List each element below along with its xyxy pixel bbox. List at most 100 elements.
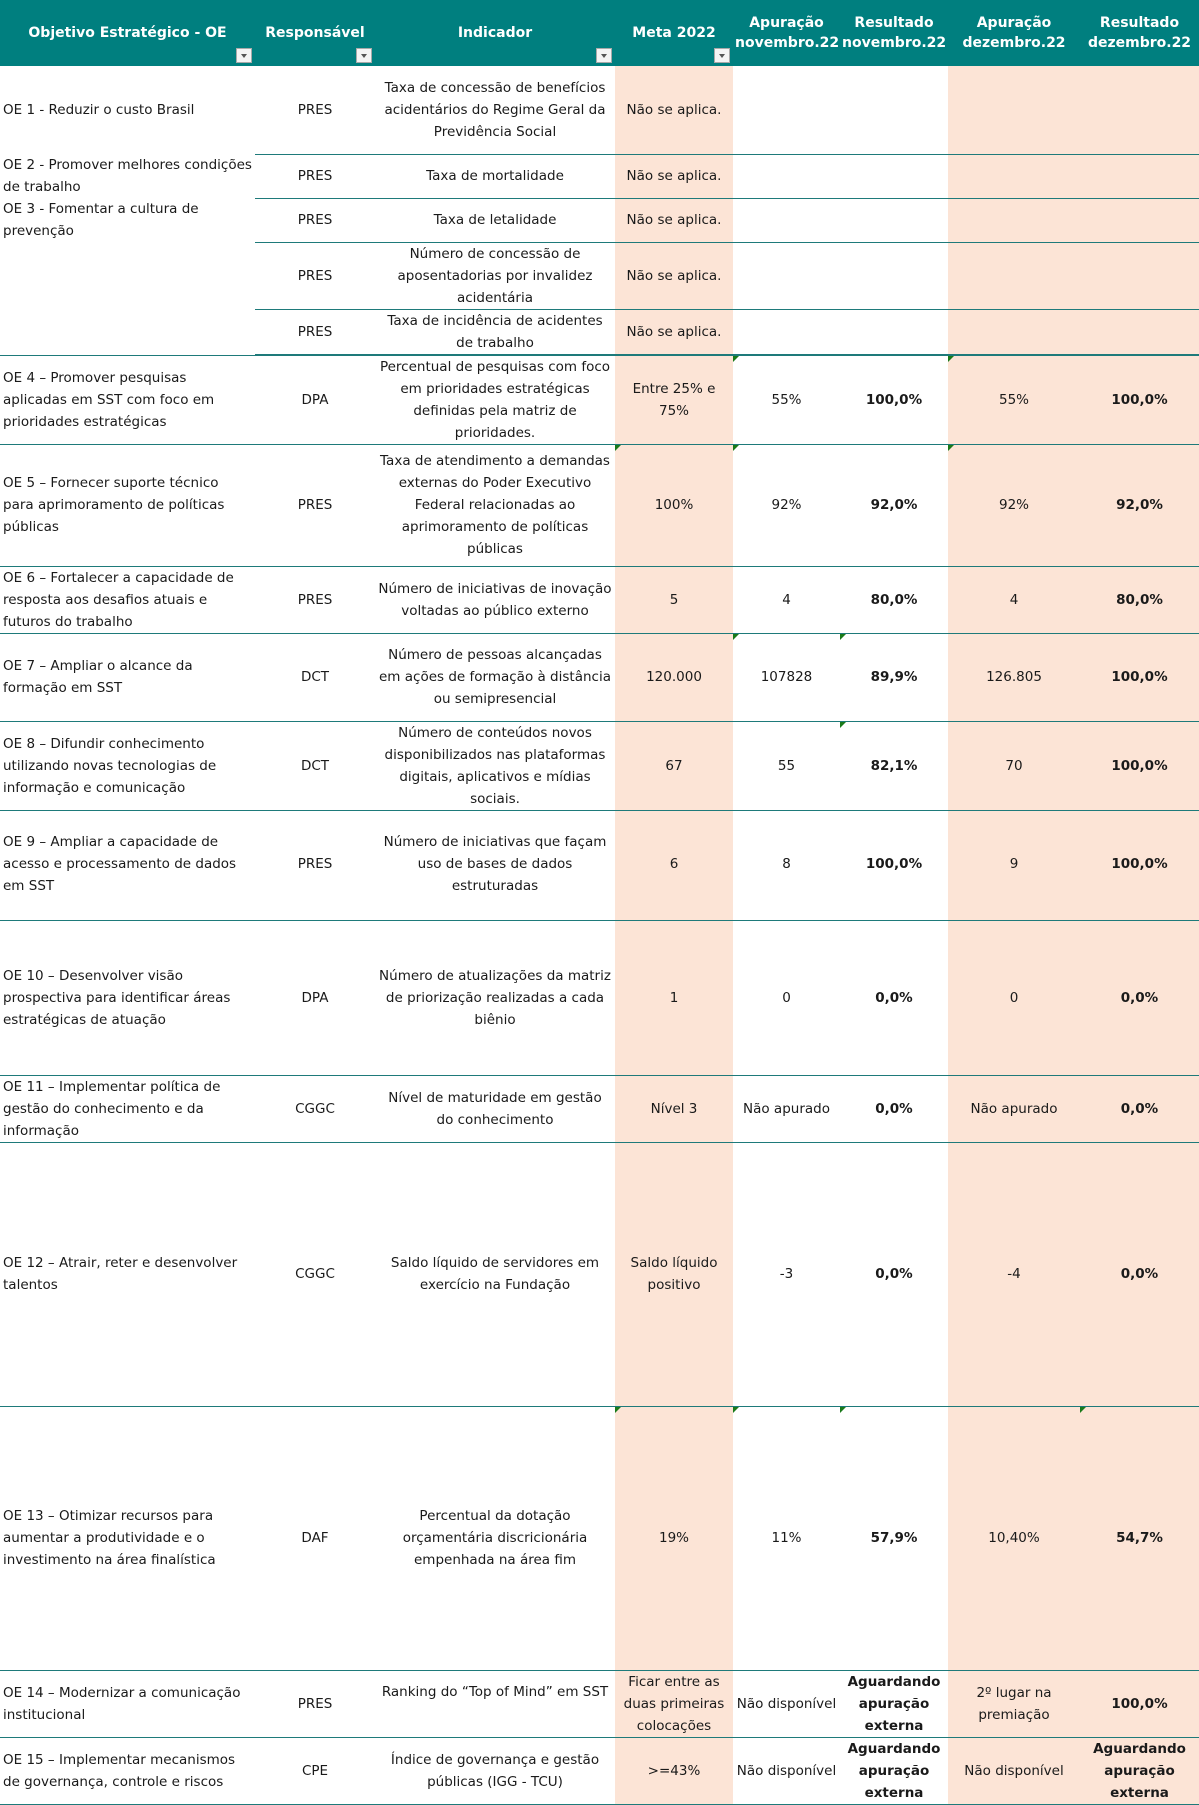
meta-cell: Ficar entre as duas primeiras colocações <box>615 1670 733 1738</box>
oe-cell: OE 8 – Difundir conhecimento utilizando … <box>0 721 255 811</box>
table-row: PRES Taxa de letalidade Não se aplica. <box>0 198 1199 243</box>
meta-cell: Não se aplica. <box>615 198 733 243</box>
resultado-dez-cell: 92,0% <box>1080 444 1199 567</box>
apuracao-nov-cell: -3 <box>733 1142 840 1407</box>
apuracao-nov-cell <box>733 242 840 310</box>
filter-dropdown-icon[interactable] <box>596 48 612 63</box>
resultado-dez-cell: 54,7% <box>1080 1406 1199 1671</box>
table-row: OE 12 – Atrair, reter e desenvolver tale… <box>0 1142 1199 1407</box>
oe-group-cell: OE 2 - Promover melhores condições de tr… <box>0 154 255 354</box>
resultado-dez-cell <box>1080 242 1199 310</box>
resultado-dez-cell: Aguardando apuração externa <box>1080 1737 1199 1805</box>
resultado-nov-cell <box>840 154 948 199</box>
indicador-cell: Percentual da dotação orçamentária discr… <box>375 1406 615 1671</box>
table-row: OE 7 – Ampliar o alcance da formação em … <box>0 633 1199 722</box>
oe-cell: OE 7 – Ampliar o alcance da formação em … <box>0 633 255 722</box>
indicador-cell: Taxa de incidência de acidentes de traba… <box>375 309 615 355</box>
filter-dropdown-icon[interactable] <box>714 48 730 63</box>
header-indicador: Indicador <box>375 0 615 66</box>
resultado-dez-cell: 100,0% <box>1080 633 1199 722</box>
apuracao-dez-cell: 0 <box>948 920 1080 1076</box>
apuracao-nov-cell: 0 <box>733 920 840 1076</box>
resultado-dez-cell: 100,0% <box>1080 810 1199 921</box>
apuracao-dez-cell: 92% <box>948 444 1080 567</box>
filter-dropdown-icon[interactable] <box>236 48 252 63</box>
apuracao-dez-cell: 9 <box>948 810 1080 921</box>
resultado-nov-cell: 0,0% <box>840 920 948 1076</box>
header-responsavel: Responsável <box>255 0 375 66</box>
apuracao-dez-cell <box>948 242 1080 310</box>
table-row: OE 2 - Promover melhores condições de tr… <box>0 154 1199 239</box>
oe-cell: OE 4 – Promover pesquisas aplicadas em S… <box>0 355 255 445</box>
apuracao-dez-cell: -4 <box>948 1142 1080 1407</box>
oe-2-text: OE 2 - Promover melhores condições de tr… <box>3 157 252 195</box>
resultado-nov-cell: Aguardando apuração externa <box>840 1670 948 1738</box>
table-row: OE 10 – Desenvolver visão prospectiva pa… <box>0 920 1199 1076</box>
meta-cell: Entre 25% e 75% <box>615 355 733 445</box>
responsavel-cell: DPA <box>255 355 375 445</box>
table-row: OE 9 – Ampliar a capacidade de acesso e … <box>0 810 1199 921</box>
apuracao-nov-cell <box>733 309 840 355</box>
responsavel-cell: PRES <box>255 309 375 355</box>
apuracao-dez-cell <box>948 198 1080 243</box>
resultado-dez-cell: 80,0% <box>1080 566 1199 634</box>
indicador-cell: Taxa de letalidade <box>375 198 615 243</box>
table-row: OE 8 – Difundir conhecimento utilizando … <box>0 721 1199 811</box>
header-apuracao-dez: Apuração dezembro.22 <box>948 0 1080 66</box>
indicador-cell: Nível de maturidade em gestão do conheci… <box>375 1075 615 1143</box>
apuracao-nov-cell: 107828 <box>733 633 840 722</box>
indicador-cell: Ranking do “Top of Mind” em SST <box>375 1670 615 1738</box>
table-row: PRES Taxa de incidência de acidentes de … <box>0 309 1199 355</box>
oe-cell: OE 14 – Modernizar a comunicação institu… <box>0 1670 255 1738</box>
header-row: Objetivo Estratégico - OE Responsável In… <box>0 0 1199 66</box>
indicador-cell: Taxa de mortalidade <box>375 154 615 199</box>
oe-cell: OE 9 – Ampliar a capacidade de acesso e … <box>0 810 255 921</box>
meta-cell: Não se aplica. <box>615 66 733 155</box>
indicador-cell: Número de atualizações da matriz de prio… <box>375 920 615 1076</box>
apuracao-nov-cell: Não apurado <box>733 1075 840 1143</box>
responsavel-cell: PRES <box>255 566 375 634</box>
indicador-cell: Número de pessoas alcançadas em ações de… <box>375 633 615 722</box>
indicador-cell: Saldo líquido de servidores em exercício… <box>375 1142 615 1407</box>
meta-cell: Saldo líquido positivo <box>615 1142 733 1407</box>
apuracao-nov-cell: 55% <box>733 355 840 445</box>
resultado-nov-cell <box>840 242 948 310</box>
apuracao-nov-cell <box>733 66 840 155</box>
header-resultado-nov: Resultado novembro.22 <box>840 0 948 66</box>
oe-cell: OE 15 – Implementar mecanismos de govern… <box>0 1737 255 1805</box>
table-row: OE 14 – Modernizar a comunicação institu… <box>0 1670 1199 1738</box>
apuracao-nov-cell: 11% <box>733 1406 840 1671</box>
apuracao-dez-cell: 70 <box>948 721 1080 811</box>
table-row: PRES Número de concessão de aposentadori… <box>0 242 1199 310</box>
meta-cell: Nível 3 <box>615 1075 733 1143</box>
indicador-cell: Taxa de atendimento a demandas externas … <box>375 444 615 567</box>
resultado-nov-cell: 0,0% <box>840 1075 948 1143</box>
table-row: OE 4 – Promover pesquisas aplicadas em S… <box>0 355 1199 445</box>
header-meta: Meta 2022 <box>615 0 733 66</box>
resultado-nov-cell: 100,0% <box>840 355 948 445</box>
responsavel-cell: PRES <box>255 444 375 567</box>
meta-cell: 100% <box>615 444 733 567</box>
resultado-dez-cell: 0,0% <box>1080 1075 1199 1143</box>
indicador-cell: Número de conteúdos novos disponibilizad… <box>375 721 615 811</box>
responsavel-cell: PRES <box>255 242 375 310</box>
meta-cell: 1 <box>615 920 733 1076</box>
responsavel-cell: CGGC <box>255 1142 375 1407</box>
meta-cell: 120.000 <box>615 633 733 722</box>
apuracao-dez-cell: 2º lugar na premiação <box>948 1670 1080 1738</box>
apuracao-dez-cell: 55% <box>948 355 1080 445</box>
meta-cell: 67 <box>615 721 733 811</box>
apuracao-dez-cell: Não apurado <box>948 1075 1080 1143</box>
table-row: OE 5 – Fornecer suporte técnico para apr… <box>0 444 1199 567</box>
filter-dropdown-icon[interactable] <box>356 48 372 63</box>
resultado-nov-cell: 89,9% <box>840 633 948 722</box>
resultado-nov-cell: 80,0% <box>840 566 948 634</box>
resultado-dez-cell: 0,0% <box>1080 920 1199 1076</box>
indicador-cell: Número de iniciativas que façam uso de b… <box>375 810 615 921</box>
meta-cell: 6 <box>615 810 733 921</box>
apuracao-dez-cell: Não disponível <box>948 1737 1080 1805</box>
oe-cell: OE 1 - Reduzir o custo Brasil <box>3 102 195 118</box>
table-row: OE 11 – Implementar política de gestão d… <box>0 1075 1199 1143</box>
indicador-cell: Número de concessão de aposentadorias po… <box>375 242 615 310</box>
